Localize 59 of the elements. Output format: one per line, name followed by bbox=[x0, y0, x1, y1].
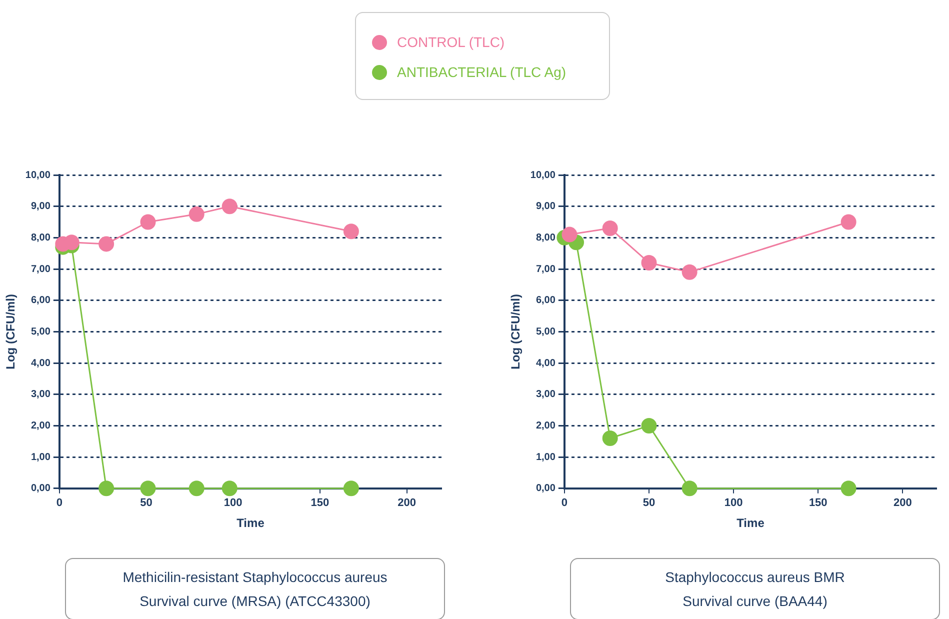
point bbox=[682, 264, 698, 280]
y-tick-label: 8,00 bbox=[536, 232, 556, 244]
point bbox=[562, 226, 578, 242]
x-axis-title: Time bbox=[736, 516, 765, 530]
y-tick-label: 4,00 bbox=[30, 358, 51, 369]
point bbox=[188, 206, 204, 222]
x-tick-label: 50 bbox=[642, 497, 656, 510]
point bbox=[840, 214, 856, 230]
point bbox=[602, 220, 618, 236]
x-tick-label: 200 bbox=[893, 497, 912, 510]
y-tick-label: 9,00 bbox=[536, 201, 556, 212]
y-tick-label: 6,00 bbox=[30, 295, 51, 306]
y-tick-label: 5,00 bbox=[30, 326, 51, 338]
y-tick-label: 1,00 bbox=[30, 452, 51, 463]
y-tick-label: 7,00 bbox=[30, 264, 51, 275]
y-tick-label: 1,00 bbox=[536, 452, 556, 463]
y-tick-label: 10,00 bbox=[530, 170, 556, 181]
point bbox=[98, 236, 114, 252]
y-tick-label: 0,00 bbox=[30, 483, 51, 494]
point bbox=[222, 198, 238, 214]
x-tick-label: 100 bbox=[724, 497, 743, 510]
x-tick-label: 100 bbox=[224, 497, 242, 510]
legend-label: ANTIBACTERIAL (TLC Ag) bbox=[397, 64, 566, 80]
y-tick-label: 2,00 bbox=[536, 420, 556, 432]
point bbox=[641, 418, 657, 434]
point bbox=[602, 430, 618, 446]
point bbox=[140, 214, 156, 230]
y-tick-label: 2,00 bbox=[30, 420, 51, 432]
text: Methicilin-resistant Staphylococcus aureus Survival curve (MRSA) (ATCC43300) bbox=[65, 558, 445, 619]
y-tick-label: 7,00 bbox=[536, 264, 556, 275]
text: Staphylococcus aureus BMR Survival curve (BAA44) bbox=[570, 558, 940, 619]
y-axis-title: Log (CFU/ml) bbox=[508, 294, 523, 370]
y-axis-title: Log (CFU/ml) bbox=[4, 294, 18, 370]
point bbox=[840, 480, 856, 496]
point bbox=[641, 255, 657, 270]
legend-label: CONTROL (TLC) bbox=[397, 34, 505, 50]
x-axis-title: Time bbox=[236, 516, 265, 530]
y-tick-label: 6,00 bbox=[536, 295, 556, 306]
point bbox=[98, 480, 114, 496]
x-tick-label: 150 bbox=[310, 497, 330, 510]
x-tick-label: 200 bbox=[398, 497, 416, 510]
x-tick-label: 0 bbox=[561, 497, 568, 510]
point bbox=[188, 480, 204, 496]
y-tick-label: 10,00 bbox=[25, 170, 51, 181]
point bbox=[343, 480, 359, 496]
y-tick-label: 0,00 bbox=[536, 483, 556, 494]
x-tick-label: 0 bbox=[56, 497, 62, 510]
point bbox=[140, 480, 156, 496]
y-tick-label: 9,00 bbox=[30, 201, 51, 212]
x-tick-label: 150 bbox=[808, 497, 828, 510]
y-tick-label: 3,00 bbox=[30, 389, 51, 400]
point bbox=[222, 480, 238, 496]
point bbox=[343, 224, 359, 240]
y-tick-label: 3,00 bbox=[536, 389, 556, 400]
y-tick-label: 5,00 bbox=[536, 326, 556, 338]
y-tick-label: 4,00 bbox=[536, 358, 556, 369]
point bbox=[682, 480, 698, 496]
y-tick-label: 8,00 bbox=[30, 232, 51, 244]
x-tick-label: 50 bbox=[140, 497, 152, 510]
